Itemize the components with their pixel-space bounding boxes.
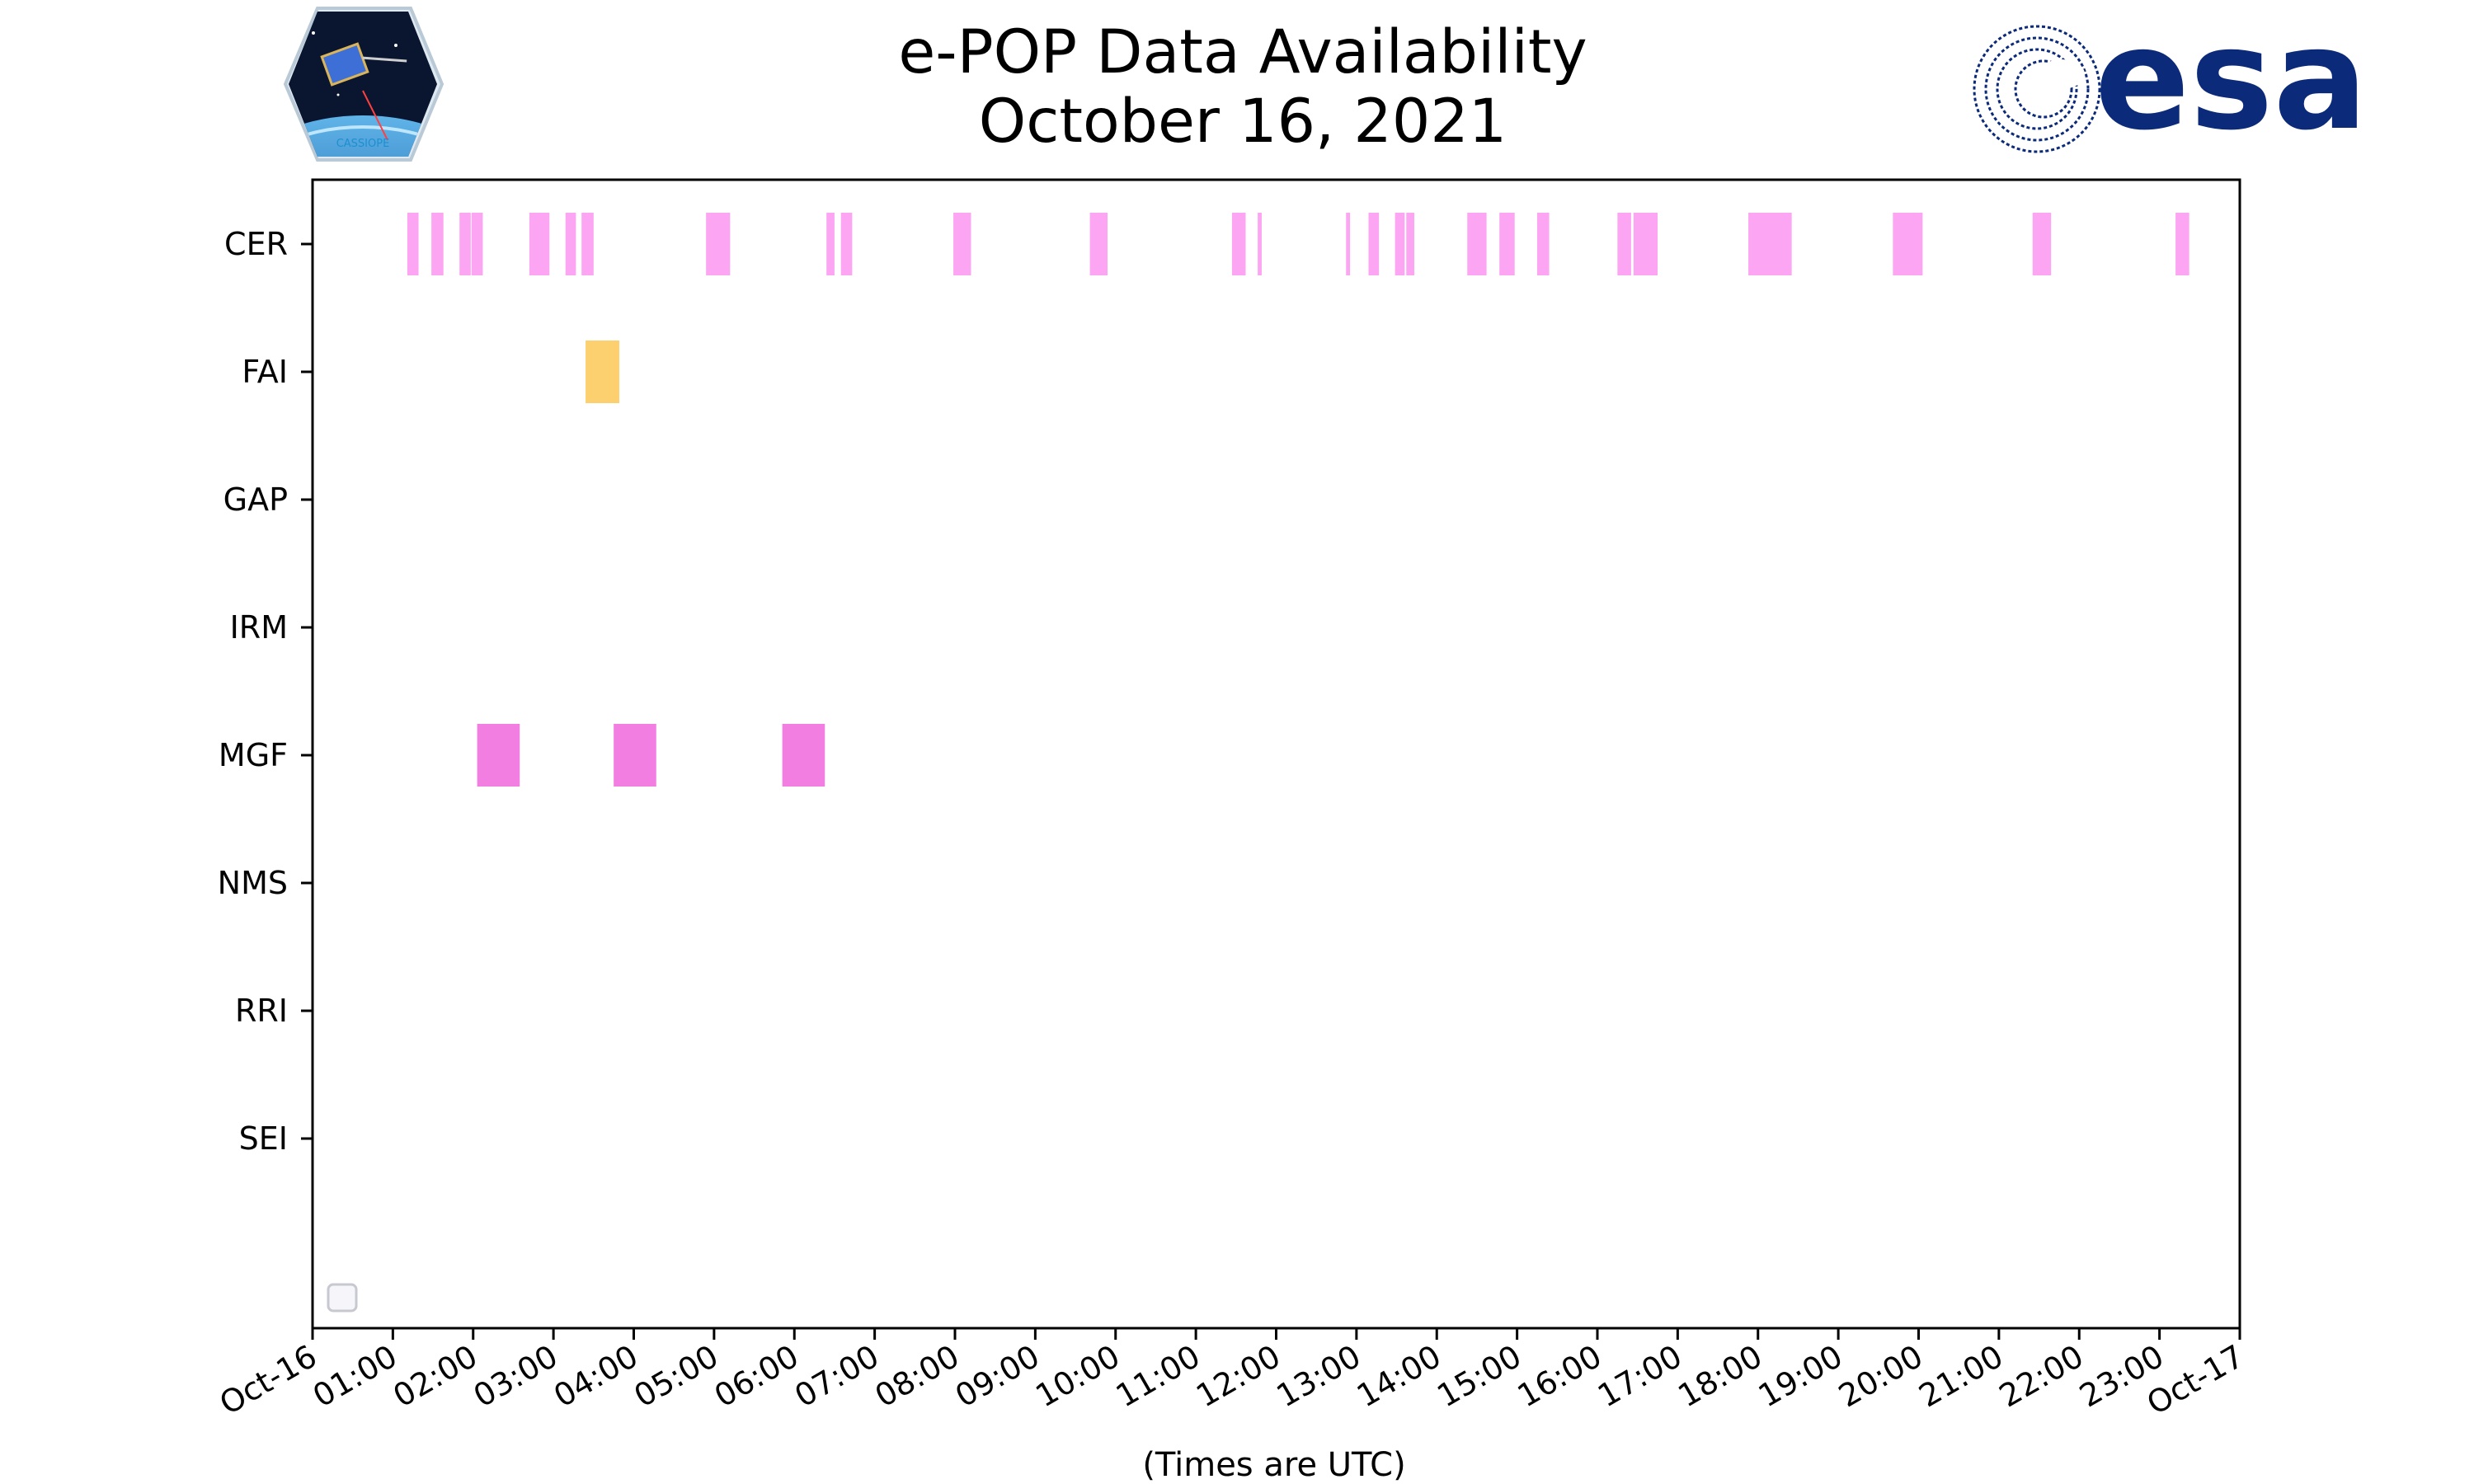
bar-cer-8 [826,213,835,275]
bar-cer-19 [1499,213,1515,275]
bar-cer-14 [1346,213,1351,275]
x-tick-label: 05:00 [628,1338,725,1415]
y-tick-label-mgf: MGF [219,737,288,773]
x-tick-label: 19:00 [1752,1338,1849,1415]
x-tick-label: 17:00 [1592,1338,1688,1415]
y-tick-label-cer: CER [224,226,288,262]
bar-mgf-0 [477,724,520,787]
bar-cer-24 [1893,213,1923,275]
bar-cer-7 [706,213,731,275]
x-tick-label: 01:00 [307,1338,403,1415]
bar-cer-2 [459,213,471,275]
bar-mgf-1 [614,724,656,787]
x-tick-label: 07:00 [788,1338,885,1415]
bar-cer-6 [581,213,594,275]
bar-cer-13 [1258,213,1262,275]
bar-cer-25 [2032,213,2052,275]
bar-cer-21 [1617,213,1631,275]
y-tick-label-rri: RRI [235,993,288,1029]
bar-cer-10 [953,213,971,275]
x-tick-label: 08:00 [869,1338,966,1415]
x-tick-label: Oct-16 [214,1338,323,1422]
bar-cer-12 [1231,213,1246,275]
x-tick-label: 12:00 [1190,1338,1286,1415]
bar-cer-9 [840,213,853,275]
bar-cer-23 [1748,213,1792,275]
x-tick-label: 11:00 [1110,1338,1206,1415]
x-axis-label: (Times are UTC) [1142,1446,1405,1484]
bar-cer-18 [1467,213,1487,275]
x-tick-label: 10:00 [1029,1338,1126,1415]
x-tick-label: 18:00 [1672,1338,1768,1415]
availability-bars [407,213,2189,787]
y-tick-label-fai: FAI [242,354,288,390]
bar-cer-4 [529,213,550,275]
bar-cer-1 [431,213,444,275]
y-tick-label-gap: GAP [223,481,288,518]
x-tick-label: 09:00 [949,1338,1046,1415]
x-tick-label: 14:00 [1351,1338,1447,1415]
y-tick-label-nms: NMS [218,865,288,901]
x-tick-label: 22:00 [1993,1338,2090,1415]
x-tick-label: 03:00 [468,1338,564,1415]
bar-cer-22 [1633,213,1658,275]
bar-cer-20 [1536,213,1550,275]
x-tick-label: 06:00 [708,1338,805,1415]
legend-box [327,1283,358,1313]
y-axis: CER FAI GAP IRM MGF NMS RRI SEI [218,226,313,1157]
x-axis: Oct-1601:0002:0003:0004:0005:0006:0007:0… [214,1328,2251,1422]
bar-cer-5 [565,213,576,275]
y-tick-label-sei: SEI [239,1120,288,1157]
bar-cer-16 [1395,213,1405,275]
chart-subtitle: October 16, 2021 [979,87,1507,157]
bar-cer-17 [1406,213,1414,275]
cassiope-logo-text: CASSIOPE [336,138,390,150]
bar-fai-0 [586,340,619,403]
x-tick-label: 20:00 [1832,1338,1929,1415]
esa-logo: esa [1973,0,2368,162]
y-tick-label-irm: IRM [230,609,288,646]
chart-title: e-POP Data Availability [898,17,1587,87]
x-tick-label: 16:00 [1512,1338,1608,1415]
bar-cer-15 [1368,213,1380,275]
bar-cer-0 [407,213,419,275]
bar-cer-3 [471,213,483,275]
x-tick-label: 04:00 [548,1338,644,1415]
esa-logo-text: esa [2095,0,2368,162]
x-tick-label: 02:00 [387,1338,483,1415]
x-tick-label: 13:00 [1271,1338,1367,1415]
bar-cer-26 [2175,213,2189,275]
bar-mgf-2 [782,724,825,787]
esa-swirl-icon [1973,25,2101,153]
x-tick-label: 21:00 [1913,1338,2010,1415]
x-tick-label: 15:00 [1431,1338,1527,1415]
bar-cer-11 [1089,213,1108,275]
